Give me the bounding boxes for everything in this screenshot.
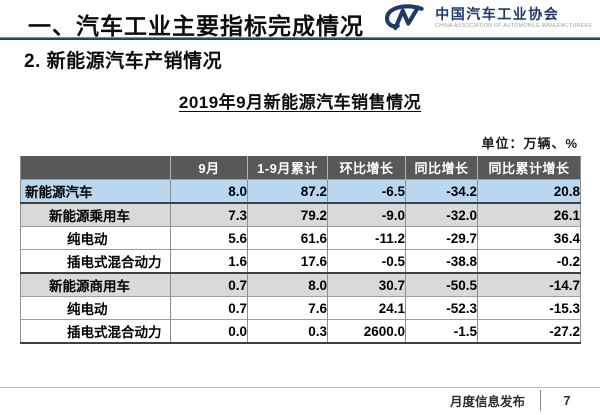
unit-note: 单位：万辆、%: [481, 136, 578, 151]
col-header-mom: 环比增长: [327, 156, 406, 180]
org-name-cn: 中国汽车工业协会: [435, 6, 560, 22]
col-header-name: [20, 156, 171, 180]
footer-divider-line: [0, 387, 600, 388]
row-label: 纯电动: [67, 232, 108, 247]
table-row: 新能源乘用车 7.3 79.2 -9.0 -32.0 26.1: [20, 203, 581, 227]
cell-yoy: -32.0: [405, 203, 478, 227]
table-row: 新能源汽车 8.0 87.2 -6.5 -34.2 20.8: [20, 179, 581, 203]
logo-text: 中国汽车工业协会 CHINA ASSOCIATION OF AUTOMOBILE…: [435, 6, 592, 30]
cell-month: 0.0: [170, 319, 248, 343]
row-label: 纯电动: [67, 302, 108, 317]
cell-yoy-cum: 26.1: [477, 203, 581, 227]
cell-yoy: -50.5: [405, 273, 478, 297]
table-row: 插电式混合动力 0.0 0.3 2600.0 -1.5 -27.2: [20, 319, 581, 343]
cell-month: 0.7: [170, 273, 248, 297]
col-header-yoy: 同比增长: [405, 156, 478, 180]
cell-month: 5.6: [170, 226, 248, 250]
table-row: 插电式混合动力 1.6 17.6 -0.5 -38.8 -0.2: [20, 249, 581, 273]
nev-sales-table: 9月 1-9月累计 环比增长 同比增长 同比累计增长 新能源汽车 8.0 87.…: [20, 156, 581, 344]
cell-mom: -9.0: [327, 203, 406, 227]
cell-ytd: 87.2: [247, 179, 328, 203]
page-title: 一、汽车工业主要指标完成情况: [28, 13, 364, 39]
cell-month: 8.0: [170, 179, 248, 203]
cell-month: 0.7: [170, 296, 248, 320]
cell-ytd: 0.3: [247, 319, 328, 343]
cell-yoy-cum: -15.3: [477, 296, 581, 320]
cell-yoy: -1.5: [405, 319, 478, 343]
cell-mom: 30.7: [327, 273, 406, 297]
table-row: 新能源商用车 0.7 8.0 30.7 -50.5 -14.7: [20, 273, 581, 297]
org-name-en: CHINA ASSOCIATION OF AUTOMOBILE MANUFACT…: [435, 23, 592, 29]
cell-month: 7.3: [170, 203, 248, 227]
section-heading: 2. 新能源汽车产销情况: [24, 51, 223, 72]
cell-yoy-cum: 20.8: [477, 179, 581, 203]
footer: 月度信息发布 7: [450, 390, 578, 411]
row-label: 新能源乘用车: [49, 209, 130, 224]
page-number: 7: [563, 393, 571, 408]
cell-yoy: -52.3: [405, 296, 478, 320]
cell-ytd: 61.6: [247, 226, 328, 250]
table-header-row: 9月 1-9月累计 环比增长 同比增长 同比累计增长: [20, 156, 581, 180]
cell-yoy-cum: -0.2: [477, 249, 581, 273]
cell-yoy-cum: -14.7: [477, 273, 581, 297]
cell-mom: 2600.0: [327, 319, 406, 343]
cell-yoy: -29.7: [405, 226, 478, 250]
cm-logo-icon: [385, 4, 424, 31]
cell-ytd: 8.0: [247, 273, 328, 297]
title-divider: [0, 37, 600, 40]
row-label: 插电式混合动力: [67, 325, 162, 340]
row-label: 插电式混合动力: [67, 255, 162, 270]
cell-ytd: 7.6: [247, 296, 328, 320]
cell-mom: -11.2: [327, 226, 406, 250]
cell-yoy-cum: -27.2: [477, 319, 581, 343]
cell-month: 1.6: [170, 249, 248, 273]
cell-ytd: 17.6: [247, 249, 328, 273]
footer-vertical-divider: [540, 390, 541, 411]
cell-yoy: -34.2: [405, 179, 478, 203]
cell-mom: 24.1: [327, 296, 406, 320]
col-header-month: 9月: [170, 156, 248, 180]
cell-mom: -6.5: [327, 179, 406, 203]
cell-yoy: -38.8: [405, 249, 478, 273]
cell-mom: -0.5: [327, 249, 406, 273]
col-header-ytd: 1-9月累计: [247, 156, 328, 180]
cell-yoy-cum: 36.4: [477, 226, 581, 250]
row-label: 新能源商用车: [49, 279, 130, 294]
org-logo: 中国汽车工业协会 CHINA ASSOCIATION OF AUTOMOBILE…: [383, 3, 592, 33]
table-title: 2019年9月新能源汽车销售情况: [178, 93, 422, 112]
footer-label: 月度信息发布: [449, 395, 525, 409]
table-row: 纯电动 5.6 61.6 -11.2 -29.7 36.4: [20, 226, 581, 250]
table-row: 纯电动 0.7 7.6 24.1 -52.3 -15.3: [20, 296, 581, 320]
col-header-yoy-cum: 同比累计增长: [477, 156, 581, 180]
row-label: 新能源汽车: [25, 185, 93, 200]
cell-ytd: 79.2: [247, 203, 328, 227]
